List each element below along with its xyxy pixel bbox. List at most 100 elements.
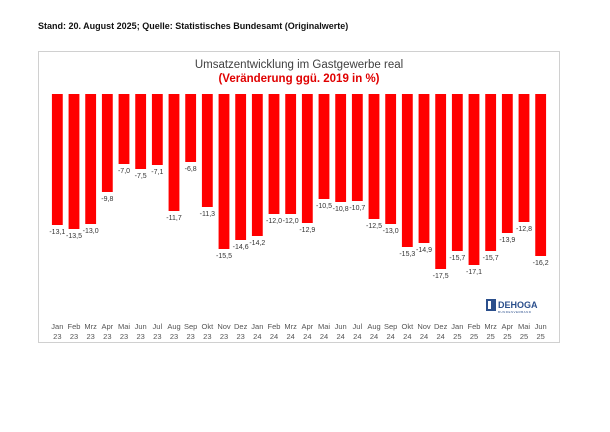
bar: [435, 94, 447, 269]
x-tick-year: 24: [386, 332, 394, 341]
x-tick-month: Sep: [384, 322, 397, 331]
x-tick-year: 23: [236, 332, 244, 341]
x-tick-year: 25: [453, 332, 461, 341]
chart-subtitle: (Veränderung ggü. 2019 in %): [218, 73, 379, 85]
value-labels-group: -13,1-13,5-13,0-9,8-7,0-7,5-7,1-11,7-6,8…: [49, 166, 548, 280]
x-tick-month: Feb: [468, 322, 481, 331]
x-tick-year: 24: [286, 332, 294, 341]
bar-value-label: -7,0: [118, 168, 130, 175]
bar: [268, 94, 280, 214]
x-tick-month: Feb: [268, 322, 281, 331]
x-tick-year: 23: [136, 332, 144, 341]
bar: [218, 94, 230, 249]
x-tick-month: Jan: [51, 322, 63, 331]
x-tick-month: Sep: [184, 322, 197, 331]
x-tick-year: 24: [403, 332, 411, 341]
source-note: Stand: 20. August 2025; Quelle: Statisti…: [38, 21, 349, 31]
bar-value-label: -16,2: [533, 260, 549, 267]
x-tick-month: Mai: [318, 322, 330, 331]
revenue-bar-chart: Umsatzentwicklung im Gastgewerbe real (V…: [49, 59, 548, 341]
bar-value-label: -13,1: [49, 229, 65, 236]
x-tick-month: Dez: [434, 322, 448, 331]
x-tick-month: Apr: [501, 322, 513, 331]
bar-value-label: -12,0: [266, 218, 282, 225]
x-tick-year: 24: [336, 332, 344, 341]
x-tick-year: 24: [353, 332, 361, 341]
bar-value-label: -15,7: [449, 255, 465, 262]
bar: [401, 94, 413, 247]
x-tick-year: 25: [470, 332, 478, 341]
x-tick-year: 25: [536, 332, 544, 341]
bar: [101, 94, 113, 192]
x-tick-year: 24: [420, 332, 428, 341]
bar: [335, 94, 347, 202]
x-tick-month: Nov: [417, 322, 431, 331]
bar-value-label: -7,1: [151, 169, 163, 176]
bars-group: [51, 94, 547, 269]
bar: [251, 94, 263, 236]
chart-frame: Umsatzentwicklung im Gastgewerbe real (V…: [38, 51, 560, 343]
bar: [301, 94, 313, 223]
bar-value-label: -11,3: [200, 211, 216, 218]
bar: [151, 94, 163, 165]
bar-value-label: -13,9: [499, 237, 515, 244]
x-tick-year: 23: [153, 332, 161, 341]
x-tick-year: 25: [520, 332, 528, 341]
bar: [85, 94, 97, 224]
bar-value-label: -17,1: [466, 269, 482, 276]
dehoga-logo: DEHOGA BUNDESVERBAND: [486, 299, 538, 314]
bar: [468, 94, 480, 265]
x-tick-year: 23: [53, 332, 61, 341]
bar-value-label: -7,5: [135, 173, 147, 180]
bar: [235, 94, 247, 240]
chart-title: Umsatzentwicklung im Gastgewerbe real: [195, 59, 403, 71]
x-axis-ticks: Jan23Feb23Mrz23Apr23Mai23Jun23Jul23Aug23…: [51, 322, 546, 341]
bar: [385, 94, 397, 224]
x-tick-month: Mai: [118, 322, 130, 331]
bar: [168, 94, 180, 211]
x-tick-year: 23: [170, 332, 178, 341]
bar-value-label: -10,8: [333, 206, 349, 213]
x-tick-month: Apr: [101, 322, 113, 331]
bar: [51, 94, 63, 225]
x-tick-month: Mrz: [84, 322, 97, 331]
bar: [318, 94, 330, 199]
bar-value-label: -14,6: [233, 244, 249, 251]
x-tick-year: 24: [270, 332, 278, 341]
x-tick-year: 24: [253, 332, 261, 341]
bar-value-label: -12,8: [516, 226, 532, 233]
bar-value-label: -14,9: [416, 247, 432, 254]
bar-value-label: -13,0: [83, 228, 99, 235]
x-tick-month: Jun: [335, 322, 347, 331]
x-tick-month: Mai: [518, 322, 530, 331]
bar-value-label: -15,3: [399, 251, 415, 258]
x-tick-year: 23: [120, 332, 128, 341]
x-tick-month: Jul: [353, 322, 363, 331]
x-tick-month: Jun: [535, 322, 547, 331]
bar-value-label: -14,2: [249, 240, 265, 247]
x-tick-month: Aug: [367, 322, 380, 331]
x-tick-year: 24: [320, 332, 328, 341]
x-tick-year: 25: [503, 332, 511, 341]
x-tick-year: 23: [186, 332, 194, 341]
x-tick-year: 23: [103, 332, 111, 341]
x-tick-month: Mrz: [484, 322, 497, 331]
bar-value-label: -6,8: [185, 166, 197, 173]
x-tick-month: Mrz: [284, 322, 297, 331]
bar-value-label: -12,5: [366, 223, 382, 230]
dehoga-logo-tagline: BUNDESVERBAND: [498, 310, 532, 314]
bar-value-label: -13,5: [66, 233, 82, 240]
bar-value-label: -11,7: [166, 215, 182, 222]
bar: [451, 94, 463, 251]
bar: [185, 94, 197, 162]
x-tick-month: Jul: [153, 322, 163, 331]
x-tick-month: Nov: [217, 322, 231, 331]
x-tick-year: 23: [203, 332, 211, 341]
x-tick-month: Apr: [301, 322, 313, 331]
bar: [518, 94, 530, 222]
bar: [68, 94, 80, 229]
bar: [118, 94, 130, 164]
x-tick-month: Okt: [401, 322, 414, 331]
x-tick-month: Feb: [68, 322, 81, 331]
bar: [285, 94, 297, 214]
